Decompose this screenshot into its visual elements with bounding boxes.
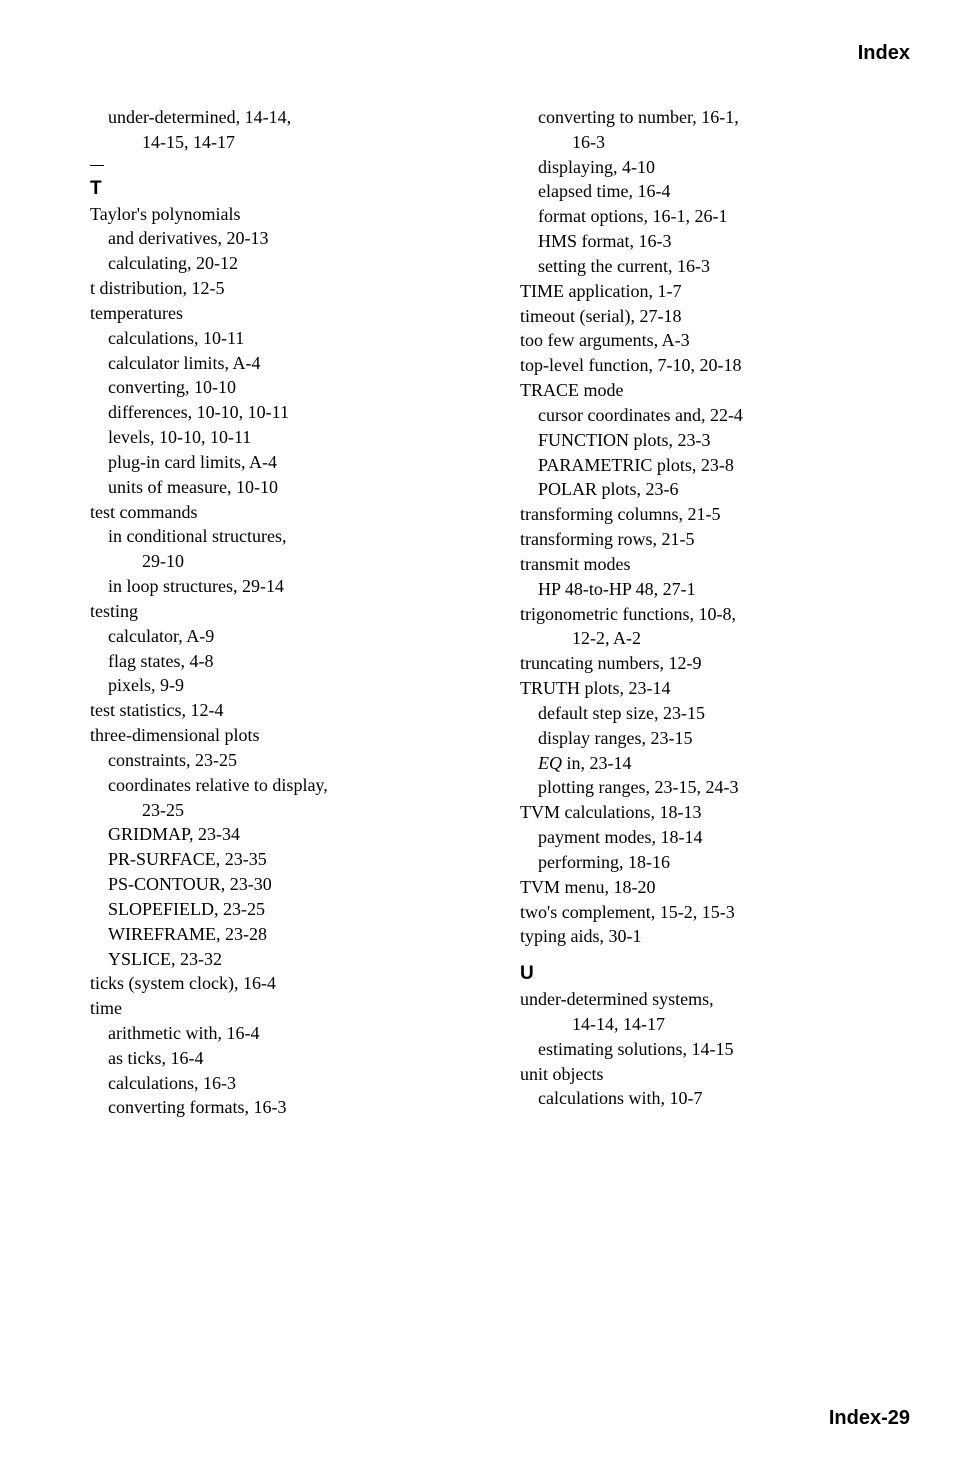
- index-entry: Taylor's polynomials: [90, 202, 480, 227]
- index-entry: under-determined systems,: [520, 987, 910, 1012]
- index-entry: PARAMETRIC plots, 23-8: [538, 453, 910, 478]
- index-entry: pixels, 9-9: [108, 673, 480, 698]
- index-entry: transforming columns, 21-5: [520, 502, 910, 527]
- index-entry: top-level function, 7-10, 20-18: [520, 353, 910, 378]
- index-entry: 23-25: [142, 798, 480, 823]
- index-entry: t distribution, 12-5: [90, 276, 480, 301]
- index-entry: YSLICE, 23-32: [108, 947, 480, 972]
- index-entry: estimating solutions, 14-15: [538, 1037, 910, 1062]
- index-entry: performing, 18-16: [538, 850, 910, 875]
- index-entry: as ticks, 16-4: [108, 1046, 480, 1071]
- index-entry: cursor coordinates and, 22-4: [538, 403, 910, 428]
- index-entry: transforming rows, 21-5: [520, 527, 910, 552]
- index-entry: coordinates relative to display,: [108, 773, 480, 798]
- index-entry: testing: [90, 599, 480, 624]
- section-letter: U: [520, 963, 910, 985]
- index-entry: calculations with, 10-7: [538, 1086, 910, 1111]
- index-entry: units of measure, 10-10: [108, 475, 480, 500]
- index-entry: in conditional structures,: [108, 524, 480, 549]
- index-entry: SLOPEFIELD, 23-25: [108, 897, 480, 922]
- index-entry: in loop structures, 29-14: [108, 574, 480, 599]
- index-entry: format options, 16-1, 26-1: [538, 204, 910, 229]
- index-entry: PS-CONTOUR, 23-30: [108, 872, 480, 897]
- index-entry: calculator limits, A-4: [108, 351, 480, 376]
- index-entry: test commands: [90, 500, 480, 525]
- index-column-left: under-determined, 14-14,14-15, 14-17 TTay…: [90, 105, 480, 1120]
- index-entry: converting formats, 16-3: [108, 1095, 480, 1120]
- index-columns: under-determined, 14-14,14-15, 14-17 TTay…: [90, 105, 894, 1120]
- index-entry: plotting ranges, 23-15, 24-3: [538, 775, 910, 800]
- index-entry: elapsed time, 16-4: [538, 179, 910, 204]
- index-entry: TRUTH plots, 23-14: [520, 676, 910, 701]
- index-entry: default step size, 23-15: [538, 701, 910, 726]
- index-entry: truncating numbers, 12-9: [520, 651, 910, 676]
- index-entry: WIREFRAME, 23-28: [108, 922, 480, 947]
- index-entry: unit objects: [520, 1062, 910, 1087]
- section-rule: [90, 165, 104, 166]
- index-entry: too few arguments, A-3: [520, 328, 910, 353]
- index-entry: FUNCTION plots, 23-3: [538, 428, 910, 453]
- index-entry: calculating, 20-12: [108, 251, 480, 276]
- index-entry: EQ in, 23-14: [538, 751, 910, 776]
- index-entry: HP 48-to-HP 48, 27-1: [538, 577, 910, 602]
- index-entry: 14-15, 14-17: [142, 130, 480, 155]
- index-entry: ticks (system clock), 16-4: [90, 971, 480, 996]
- page-header: Index: [858, 42, 910, 65]
- page-footer: Index-29: [829, 1407, 910, 1430]
- index-entry: POLAR plots, 23-6: [538, 477, 910, 502]
- index-entry: setting the current, 16-3: [538, 254, 910, 279]
- index-entry: calculations, 16-3: [108, 1071, 480, 1096]
- index-entry: 16-3: [572, 130, 910, 155]
- index-entry: calculations, 10-11: [108, 326, 480, 351]
- index-entry: PR-SURFACE, 23-35: [108, 847, 480, 872]
- section-letter: T: [90, 178, 480, 200]
- index-entry: typing aids, 30-1: [520, 924, 910, 949]
- index-entry: constraints, 23-25: [108, 748, 480, 773]
- index-entry: flag states, 4-8: [108, 649, 480, 674]
- index-entry: displaying, 4-10: [538, 155, 910, 180]
- index-entry: temperatures: [90, 301, 480, 326]
- index-entry: levels, 10-10, 10-11: [108, 425, 480, 450]
- index-entry: trigonometric functions, 10-8,: [520, 602, 910, 627]
- index-entry: TVM calculations, 18-13: [520, 800, 910, 825]
- index-entry: GRIDMAP, 23-34: [108, 822, 480, 847]
- index-entry: HMS format, 16-3: [538, 229, 910, 254]
- index-entry: arithmetic with, 16-4: [108, 1021, 480, 1046]
- index-entry: and derivatives, 20-13: [108, 226, 480, 251]
- index-entry: time: [90, 996, 480, 1021]
- index-entry: plug-in card limits, A-4: [108, 450, 480, 475]
- index-entry: converting, 10-10: [108, 375, 480, 400]
- index-entry: TVM menu, 18-20: [520, 875, 910, 900]
- index-entry: TRACE mode: [520, 378, 910, 403]
- index-entry: 12-2, A-2: [572, 626, 910, 651]
- index-entry: display ranges, 23-15: [538, 726, 910, 751]
- index-entry: timeout (serial), 27-18: [520, 304, 910, 329]
- index-entry: calculator, A-9: [108, 624, 480, 649]
- index-entry: converting to number, 16-1,: [538, 105, 910, 130]
- index-column-right: converting to number, 16-1,16-3displayin…: [520, 105, 910, 1120]
- index-entry: differences, 10-10, 10-11: [108, 400, 480, 425]
- index-entry: two's complement, 15-2, 15-3: [520, 900, 910, 925]
- index-entry: under-determined, 14-14,: [108, 105, 480, 130]
- index-entry: test statistics, 12-4: [90, 698, 480, 723]
- index-entry: 29-10: [142, 549, 480, 574]
- index-entry: three-dimensional plots: [90, 723, 480, 748]
- index-entry: 14-14, 14-17: [572, 1012, 910, 1037]
- index-entry: transmit modes: [520, 552, 910, 577]
- index-entry: payment modes, 18-14: [538, 825, 910, 850]
- index-entry: TIME application, 1-7: [520, 279, 910, 304]
